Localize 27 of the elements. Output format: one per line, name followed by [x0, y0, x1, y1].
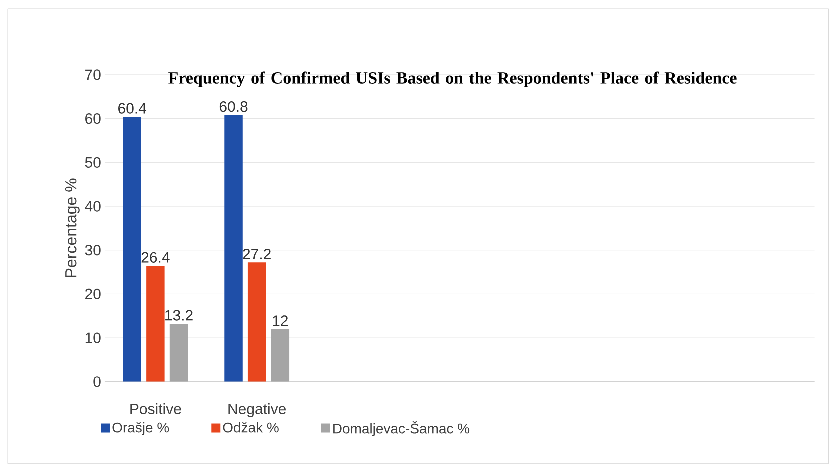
data-label: 60.8 [220, 102, 248, 112]
legend-label: Domaljevac-Šamac % [334, 421, 470, 437]
bar [170, 324, 188, 382]
y-tick-label: 0 [94, 376, 101, 388]
y-tick-label: 50 [85, 157, 101, 168]
x-tick-label: Negative [228, 403, 286, 418]
bar [271, 329, 290, 382]
y-tick-label: 20 [86, 288, 101, 300]
y-tick-label: 40 [85, 201, 101, 212]
data-label: 26.4 [142, 252, 170, 263]
data-label: 12 [273, 316, 288, 326]
y-tick-label: 70 [86, 70, 101, 80]
y-tick-label: 60 [86, 114, 101, 124]
data-label: 60.4 [118, 103, 147, 114]
y-tick-label: 10 [86, 332, 101, 344]
legend-label: Orašje % [112, 422, 170, 436]
bar [123, 117, 142, 382]
bar [146, 266, 165, 382]
data-label: 27.2 [243, 249, 271, 260]
x-tick-label: Positive [130, 403, 182, 414]
data-label: 13.2 [166, 310, 193, 321]
legend-label: Odžak % [223, 422, 279, 433]
bar [224, 115, 243, 382]
y-tick-label: 30 [85, 245, 101, 256]
bar [248, 262, 266, 382]
y-axis-title: Percentage % [65, 178, 80, 278]
chart-title: Frequency of Confirmed USIs Based on the Respondents' Place of Residence [168, 72, 737, 88]
